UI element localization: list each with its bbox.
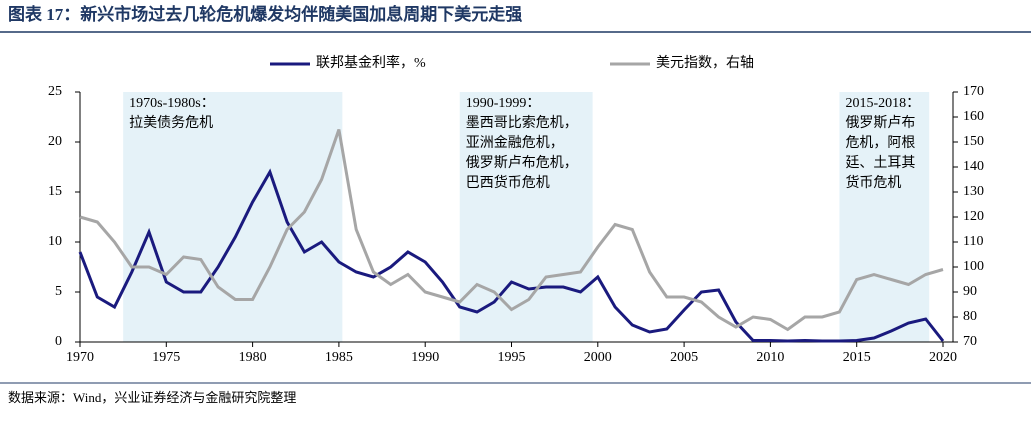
span-label: 廷、土耳其 [845,155,915,171]
legend-label: 美元指数，右轴 [656,55,754,71]
y2-tick-label: 80 [963,309,977,324]
y-tick-label: 15 [48,184,62,199]
series-line [79,129,944,332]
x-tick-label: 1990 [411,350,439,365]
y-tick-label: 5 [55,284,62,299]
source: 数据来源：Wind，兴业证券经济与金融研究院整理 [8,390,296,405]
span-label: 危机，阿根 [845,135,915,151]
y2-tick-label: 160 [963,109,984,124]
x-tick-label: 2005 [670,350,698,365]
y2-tick-label: 130 [963,184,984,199]
x-tick-label: 1985 [325,350,353,365]
y2-tick-label: 90 [963,284,977,299]
x-tick-label: 1995 [498,350,526,365]
x-tick-label: 2020 [929,350,957,365]
series-line [78,168,945,343]
span-label: 亚洲金融危机， [466,135,564,151]
x-tick-label: 2010 [756,350,784,365]
y2-tick-label: 100 [963,259,984,274]
y-tick-label: 20 [48,134,62,149]
y2-tick-label: 140 [963,159,984,174]
x-tick-label: 1980 [239,350,267,365]
x-tick-label: 2015 [843,350,871,365]
span-label: 俄罗斯卢布 [845,115,915,131]
shaded-span [839,92,930,342]
y-tick-label: 25 [48,84,62,99]
shaded-span [123,92,343,342]
chart-title: 图表 17：新兴市场过去几轮危机爆发均伴随美国加息周期下美元走强 [8,4,522,24]
y2-tick-label: 170 [963,84,984,99]
span-label: 货币危机 [845,174,901,191]
y2-tick-label: 70 [963,334,977,349]
y-tick-label: 0 [55,334,62,349]
legend-label: 联邦基金利率，% [316,54,426,71]
y2-tick-label: 120 [963,209,984,224]
y2-tick-label: 150 [963,134,984,149]
span-label: 巴西货币危机 [466,174,550,191]
y2-tick-label: 110 [963,234,983,249]
span-label: 1990-1999： [466,96,541,111]
y-tick-label: 10 [48,234,62,249]
x-tick-label: 1975 [152,350,180,365]
x-tick-label: 1970 [66,350,94,365]
span-label: 俄罗斯卢布危机， [466,155,578,171]
x-tick-label: 2000 [584,350,612,365]
span-label: 墨西哥比索危机， [466,114,578,131]
span-label: 拉美债务危机 [129,115,213,131]
span-label: 1970s-1980s： [129,96,215,111]
span-label: 2015-2018： [845,96,920,111]
